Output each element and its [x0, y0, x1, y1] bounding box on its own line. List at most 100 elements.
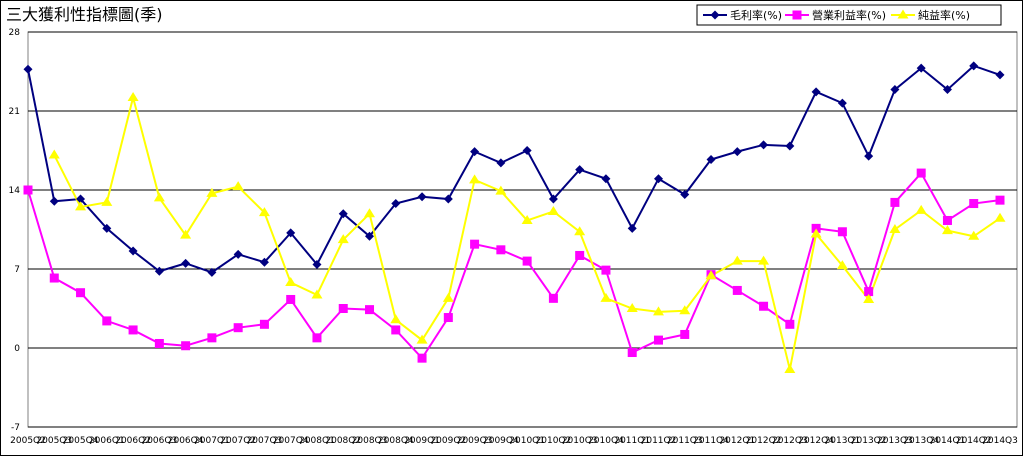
marker: [784, 363, 796, 373]
x-tick-label: 2006Q4: [168, 436, 204, 446]
marker: [653, 335, 663, 345]
x-tick-label: 2005Q3: [36, 436, 72, 446]
x-tick-label: 2005Q2: [10, 436, 46, 446]
marker: [916, 168, 926, 178]
marker: [128, 325, 138, 335]
marker: [785, 319, 795, 329]
marker: [863, 293, 875, 303]
marker: [23, 64, 33, 74]
marker: [995, 70, 1005, 80]
marker: [206, 187, 218, 197]
marker: [207, 267, 217, 277]
marker: [916, 63, 926, 73]
legend-label: 毛利率(%): [730, 8, 782, 22]
x-tick-label: 2008Q1: [299, 436, 335, 446]
marker: [417, 192, 427, 202]
x-tick-label: 2010Q1: [509, 436, 545, 446]
y-tick-label: 14: [9, 186, 21, 196]
x-tick-label: 2009Q1: [404, 436, 440, 446]
marker: [652, 306, 664, 316]
marker: [49, 196, 59, 206]
x-tick-label: 2013Q1: [825, 436, 861, 446]
marker: [312, 259, 322, 269]
x-tick-label: 2005Q4: [63, 436, 99, 446]
marker: [601, 265, 611, 275]
x-tick-label: 2012Q3: [772, 436, 808, 446]
marker: [864, 287, 874, 297]
y-tick-label: 7: [14, 265, 20, 275]
marker: [705, 270, 717, 280]
marker: [680, 329, 690, 339]
x-tick-label: 2007Q3: [247, 436, 283, 446]
marker: [207, 333, 217, 343]
marker: [969, 199, 979, 209]
x-tick-label: 2012Q2: [746, 436, 782, 446]
legend-label: 純益率(%): [918, 8, 970, 22]
x-tick-label: 2011Q4: [693, 436, 729, 446]
x-tick-label: 2012Q4: [798, 436, 834, 446]
marker: [679, 305, 691, 315]
marker: [443, 194, 453, 204]
marker: [154, 338, 164, 348]
marker: [102, 223, 112, 233]
marker: [365, 305, 375, 315]
marker: [522, 256, 532, 266]
marker: [811, 223, 821, 233]
marker: [897, 9, 909, 19]
y-tick-label: 28: [9, 28, 21, 38]
marker: [338, 304, 348, 313]
x-tick-label: 2013Q2: [851, 436, 887, 446]
marker: [548, 293, 558, 303]
marker: [181, 341, 191, 351]
marker: [836, 260, 848, 270]
x-tick-label: 2006Q1: [89, 436, 125, 446]
marker: [759, 301, 769, 311]
x-tick-label: 2009Q3: [457, 436, 493, 446]
marker: [810, 228, 822, 238]
marker: [811, 87, 821, 97]
x-tick-label: 2007Q4: [273, 436, 309, 446]
marker: [49, 273, 59, 283]
x-tick-label: 2009Q4: [483, 436, 519, 446]
marker: [837, 227, 847, 237]
marker: [180, 229, 192, 239]
marker: [626, 303, 638, 312]
marker: [575, 250, 585, 260]
marker: [915, 204, 927, 214]
marker: [365, 231, 375, 241]
marker: [574, 226, 586, 236]
marker: [889, 224, 901, 233]
x-tick-label: 2008Q3: [352, 436, 388, 446]
marker: [390, 314, 402, 324]
marker: [285, 277, 297, 287]
x-tick-label: 2010Q3: [562, 436, 598, 446]
marker: [23, 185, 33, 195]
marker: [102, 316, 112, 326]
y-tick-label: 21: [9, 107, 20, 117]
marker: [969, 61, 979, 71]
marker: [732, 285, 742, 295]
marker: [286, 228, 296, 238]
marker: [312, 333, 322, 343]
marker: [941, 225, 953, 235]
marker: [128, 246, 138, 256]
marker: [233, 249, 243, 259]
marker: [601, 174, 611, 184]
marker: [837, 98, 847, 108]
marker: [942, 85, 952, 95]
marker: [627, 348, 637, 358]
marker: [785, 141, 795, 151]
x-tick-label: 2010Q4: [588, 436, 624, 446]
marker: [864, 151, 874, 161]
x-tick-label: 2009Q2: [430, 436, 466, 446]
marker: [496, 158, 506, 168]
marker: [391, 199, 401, 209]
marker: [575, 165, 585, 175]
marker: [470, 239, 480, 249]
y-tick-label: 0: [14, 344, 20, 354]
marker: [521, 214, 533, 224]
marker: [337, 234, 349, 244]
marker: [890, 85, 900, 95]
chart-title: 三大獲利性指標圖(季): [6, 5, 163, 24]
marker: [75, 201, 87, 211]
